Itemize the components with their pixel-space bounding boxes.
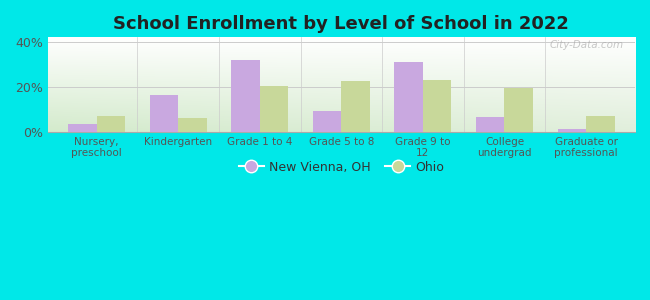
Bar <box>313 110 341 132</box>
Bar <box>395 62 423 132</box>
Legend: New Vienna, OH, Ohio: New Vienna, OH, Ohio <box>233 156 449 178</box>
Bar <box>586 116 615 132</box>
Bar <box>558 128 586 132</box>
Bar <box>504 88 533 132</box>
Bar <box>260 86 289 132</box>
Bar <box>68 124 97 132</box>
Bar <box>97 116 125 132</box>
Bar <box>231 60 260 132</box>
Bar <box>150 95 178 132</box>
Bar <box>178 118 207 132</box>
Bar <box>341 81 370 132</box>
Bar <box>423 80 452 132</box>
Title: School Enrollment by Level of School in 2022: School Enrollment by Level of School in … <box>114 15 569 33</box>
Text: City-Data.com: City-Data.com <box>549 40 623 50</box>
Bar <box>476 117 504 132</box>
